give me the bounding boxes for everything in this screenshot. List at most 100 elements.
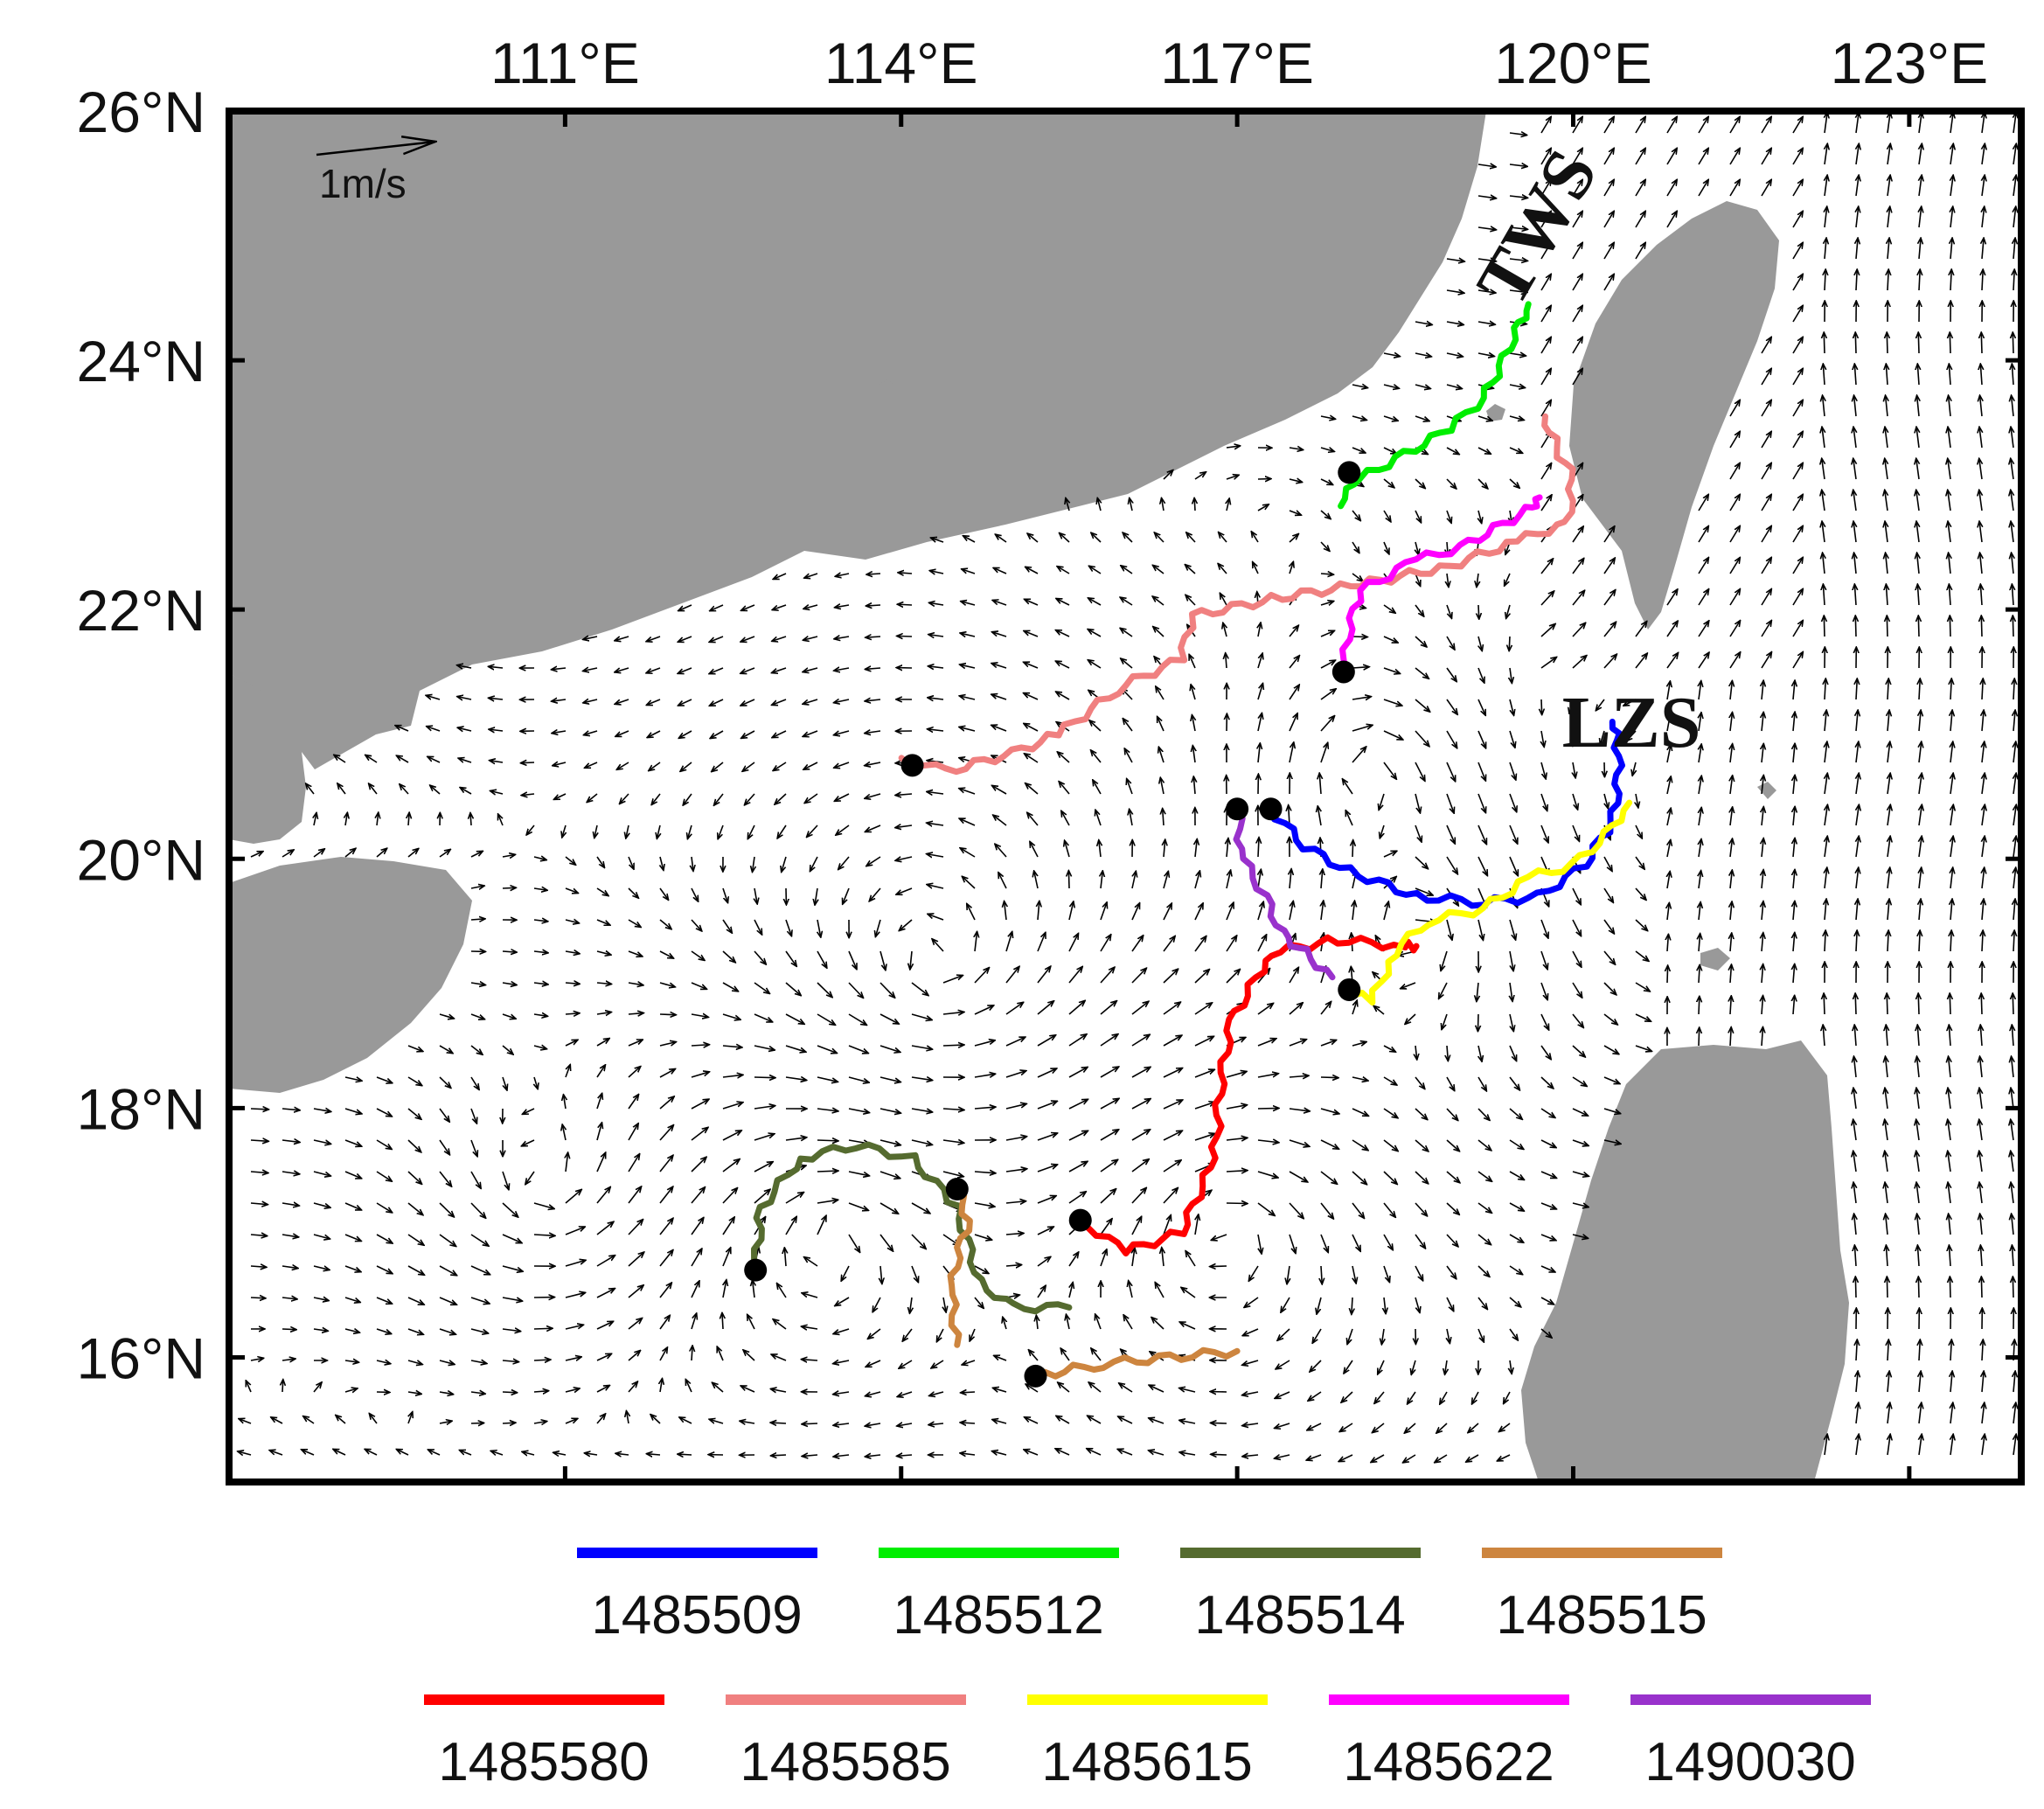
current-vector-arrow: [687, 824, 692, 839]
current-vector-arrow: [1854, 584, 1856, 606]
current-vector-arrow: [1856, 804, 1859, 826]
current-vector-arrow: [1091, 532, 1102, 543]
current-vector-arrow: [1477, 447, 1491, 454]
current-vector-arrow: [1824, 993, 1825, 1015]
current-vector-arrow: [678, 1454, 692, 1455]
current-vector-arrow: [1446, 447, 1459, 455]
current-vector-arrow: [1415, 699, 1430, 712]
current-vector-arrow: [1888, 867, 1890, 889]
current-vector-arrow: [1320, 602, 1334, 605]
current-vector-arrow: [651, 793, 661, 805]
current-vector-arrow: [1509, 824, 1518, 844]
current-vector-arrow: [1220, 593, 1227, 606]
current-vector-arrow: [1352, 697, 1371, 699]
current-vector-arrow: [1761, 463, 1771, 480]
current-vector-arrow: [803, 637, 818, 640]
current-vector-arrow: [1321, 901, 1324, 921]
current-vector-arrow: [408, 812, 409, 826]
current-vector-arrow: [1289, 625, 1298, 637]
current-vector-arrow: [1195, 839, 1197, 858]
current-vector-arrow: [1699, 839, 1701, 858]
current-vector-arrow: [1509, 164, 1527, 166]
current-vector-arrow: [1792, 525, 1803, 543]
current-vector-arrow: [1478, 510, 1482, 524]
current-vector-arrow: [1793, 712, 1795, 732]
current-vector-arrow: [1919, 867, 1922, 889]
current-vector-arrow: [754, 919, 762, 935]
current-vector-arrow: [1163, 470, 1173, 480]
current-vector-arrow: [1192, 715, 1195, 732]
current-vector-arrow: [815, 887, 817, 905]
current-vector-arrow: [1027, 533, 1039, 543]
current-vector-arrow: [1635, 116, 1645, 134]
current-vector-arrow: [1635, 856, 1644, 869]
current-vector-arrow: [1917, 584, 1919, 606]
current-vector-arrow: [1698, 621, 1709, 637]
current-vector-arrow: [1289, 805, 1290, 826]
current-vector-arrow: [1320, 448, 1334, 451]
current-vector-arrow: [1824, 332, 1825, 354]
current-vector-arrow: [1792, 305, 1803, 323]
current-vector-arrow: [959, 818, 976, 826]
current-vector-arrow: [1699, 713, 1701, 732]
current-vector-arrow: [1477, 1013, 1478, 1032]
current-vector-arrow: [1982, 804, 1985, 826]
current-vector-arrow: [1980, 584, 1982, 606]
current-vector-arrow: [313, 849, 324, 858]
current-vector-arrow: [1824, 616, 1825, 637]
current-vector-arrow: [1509, 227, 1528, 229]
current-vector-arrow: [1950, 836, 1953, 858]
current-vector-arrow: [1415, 762, 1425, 781]
current-vector-arrow: [1888, 741, 1890, 763]
current-vector-arrow: [1762, 838, 1763, 858]
current-vector-arrow: [1572, 793, 1578, 810]
x-tick-label: 120°E: [1494, 31, 1652, 95]
current-vector-arrow: [865, 668, 881, 669]
current-vector-arrow: [1667, 808, 1671, 826]
current-vector-arrow: [1729, 431, 1740, 449]
current-vector-arrow: [1194, 472, 1206, 480]
current-vector-arrow: [1258, 743, 1260, 763]
current-vector-arrow: [1415, 353, 1431, 357]
current-vector-arrow: [1825, 238, 1826, 260]
current-vector-arrow: [1093, 780, 1102, 795]
current-vector-arrow: [1088, 660, 1102, 669]
current-vector-arrow: [1888, 773, 1890, 795]
current-vector-arrow: [1982, 175, 1985, 197]
current-vector-arrow: [1730, 838, 1733, 858]
current-vector-arrow: [2013, 773, 2016, 795]
current-vector-arrow: [960, 664, 976, 668]
current-vector-arrow: [1131, 871, 1136, 889]
current-vector-arrow: [1027, 812, 1039, 826]
current-vector-arrow: [1950, 238, 1952, 260]
current-vector-arrow: [306, 783, 315, 795]
current-vector-arrow: [594, 824, 597, 838]
current-vector-arrow: [2011, 521, 2013, 543]
current-vector-arrow: [1825, 206, 1827, 228]
current-vector-arrow: [657, 824, 660, 838]
current-vector-arrow: [1164, 839, 1165, 858]
current-vector-arrow: [1761, 148, 1771, 165]
drifter-start-marker-1485615: [1338, 978, 1361, 1001]
current-vector-arrow: [838, 856, 850, 870]
current-vector-arrow: [692, 856, 693, 871]
current-vector-arrow: [1540, 274, 1551, 291]
current-vector-arrow: [1257, 901, 1263, 921]
current-vector-arrow: [502, 854, 515, 857]
current-vector-arrow: [710, 730, 724, 739]
current-vector-arrow: [1666, 589, 1678, 606]
current-vector-arrow: [1887, 1277, 1888, 1298]
current-vector-arrow: [1540, 179, 1551, 197]
current-vector-arrow: [1509, 478, 1519, 488]
current-vector-arrow: [1982, 143, 1985, 165]
current-vector-arrow: [489, 698, 504, 699]
current-vector-arrow: [2012, 584, 2013, 606]
current-vector-field: [238, 112, 2017, 1463]
current-vector-arrow: [1916, 521, 1919, 543]
current-vector-arrow: [1025, 599, 1039, 606]
current-vector-arrow: [1979, 521, 1982, 543]
current-vector-arrow: [1730, 870, 1732, 889]
current-vector-arrow: [1632, 762, 1636, 776]
current-vector-arrow: [1211, 1454, 1227, 1455]
